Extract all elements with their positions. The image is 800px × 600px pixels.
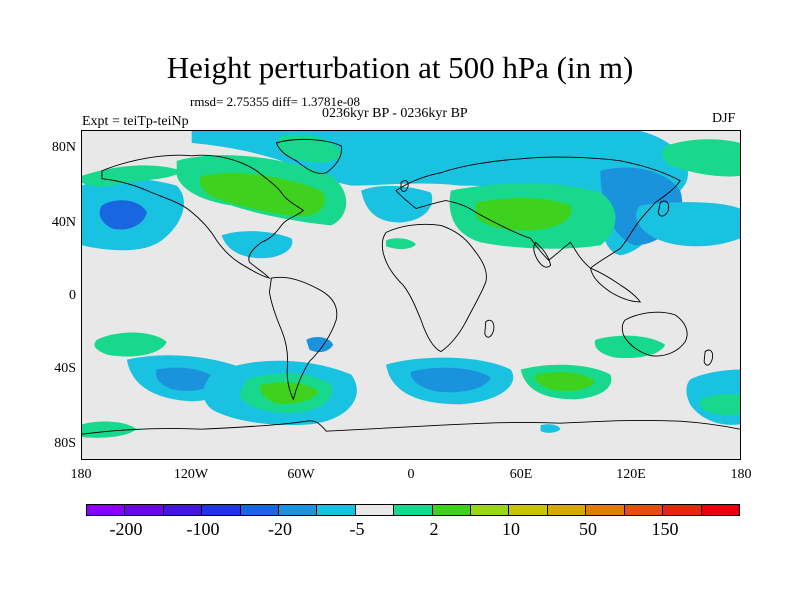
contour-spacific-blue-core [156,367,217,391]
colorbar-label: 150 [651,519,679,539]
contour-eurasia-green-core [475,197,572,231]
colorbar-swatch [586,505,625,515]
coast-madagascar [484,319,495,338]
colorbar-swatch [701,505,739,515]
lon-label-120e: 120E [616,467,646,482]
contour-drake-green-core [260,382,320,404]
lon-label-120w: 120W [173,467,209,482]
colorbar-swatch [471,505,510,515]
coastlines [82,138,740,435]
contour-satlantic-blue-core [410,367,491,393]
contour-atlantic-blue [361,185,433,223]
contour-spacific-green [94,332,167,357]
coast-india [533,241,552,268]
coast-australia [621,311,688,357]
lon-label-0: 0 [407,467,415,482]
coast-new-zealand [703,349,714,366]
colorbar-swatch [163,505,203,515]
contour-antarctic-green-east [700,393,740,416]
colorbar-swatch [202,505,241,515]
lat-label-equator: 0 [69,288,76,303]
colorbar-label: -5 [349,519,365,539]
coast-japan [657,200,670,217]
coast-southeast-asia [589,267,642,303]
colorbar-swatch [663,505,702,515]
lat-label-40s: 40S [54,361,76,376]
contour-australia-green [594,335,666,359]
rmsd-stats: rmsd= 2.75355 diff= 1.3781e-08 [190,94,361,109]
height-perturbation-map [81,130,741,460]
colorbar-label: -100 [186,519,220,539]
contour-pacific-green-ne [661,139,740,177]
coast-africa [381,223,487,353]
contour-southern-blue-spot [540,424,561,433]
contour-greenland-green [278,134,342,163]
colorbar-label: 10 [502,519,520,539]
lat-label-40n: 40N [51,215,76,230]
colorbar-swatch [432,505,472,515]
season-label: DJF [712,111,736,126]
plot-title: Height perturbation at 500 hPa (in m) [166,50,634,85]
colorbar-swatch [240,505,280,515]
contour-pacific-blue-east [635,202,740,247]
coast-uk [400,180,409,192]
lon-label-180w: 180 [70,467,92,482]
colorbar-label: -200 [109,519,143,539]
coast-antarctica [82,419,740,435]
colorbar-swatch [509,505,548,515]
contour-npacific-blue-core [99,200,147,230]
lat-label-80s: 80S [54,436,76,451]
coast-north-america [101,154,305,279]
colorbar-swatch [624,505,664,515]
experiment-label: Expt = teiTp-teiNp [82,114,189,129]
colorbar [86,504,740,516]
colorbar-label: -20 [268,519,292,539]
coast-europe-asia [395,156,681,269]
coast-greenland [275,138,342,174]
colorbar-swatch [547,505,587,515]
coast-south-america [268,276,338,401]
lon-label-60e: 60E [509,467,533,482]
contour-namerica-green-core [199,173,326,217]
contour-usa-blue [221,231,293,259]
colorbar-swatch [87,505,126,515]
colorbar-label: 2 [429,519,439,539]
contour-antarctic-green-west [82,421,137,438]
lon-label-60w: 60W [287,467,315,482]
colorbar-swatch [125,505,164,515]
colorbar-swatch [355,505,395,515]
colorbar-swatch [317,505,356,515]
colorbar-swatch [279,505,318,515]
time-period: 0236kyr BP - 0236kyr BP [322,106,468,121]
contour-africa-green [386,238,416,250]
colorbar-label: 50 [579,519,597,539]
lat-label-80n: 80N [51,140,76,155]
lon-label-180e: 180 [730,467,752,482]
colorbar-swatch [394,505,433,515]
contour-indian-green-core [534,372,596,391]
contour-npacific-green [82,165,182,187]
